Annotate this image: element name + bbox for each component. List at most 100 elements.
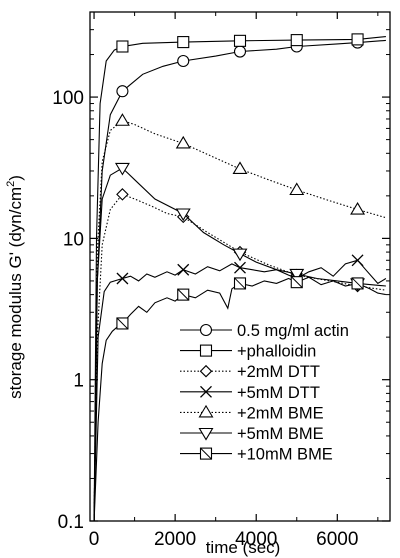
legend-entry: +5mM DTT	[180, 384, 320, 402]
data-point	[233, 277, 247, 290]
data-point	[289, 182, 305, 196]
marker-triangle	[289, 182, 305, 196]
y-axis-label-main: storage modulus G' (dyn/cm	[6, 187, 25, 399]
y-tick-label: 10	[63, 229, 84, 250]
legend: 0.5 mg/ml actin +phalloidin +2mM DTT +5mM D…	[180, 322, 349, 464]
data-point	[289, 268, 305, 282]
series-line	[93, 259, 387, 522]
marker-triangle-down	[175, 208, 191, 222]
data-point	[116, 85, 129, 98]
legend-marker	[199, 364, 213, 378]
series-5	[93, 113, 387, 522]
marker-x-stroke	[116, 272, 129, 285]
legend-entry: +5mM BME	[180, 425, 324, 443]
data-point	[116, 40, 129, 53]
marker-triangle	[114, 113, 130, 126]
legend-label: +phalloidin	[237, 343, 316, 361]
y-axis-label: storage modulus G' (dyn/cm2)	[5, 175, 25, 399]
marker-square-x-stroke	[290, 276, 303, 289]
marker-square-x-stroke	[234, 277, 246, 290]
plot-area-frame	[89, 11, 391, 522]
legend-entry: +10mM BME	[180, 446, 333, 464]
marker-square-x-stroke	[177, 288, 190, 301]
legend-label: +5mM DTT	[237, 384, 320, 402]
marker-square-x-stroke	[200, 447, 212, 460]
marker-x-stroke	[234, 261, 246, 274]
marker-square	[233, 34, 247, 47]
x-tick-label: 4000	[235, 529, 277, 550]
data-point	[234, 261, 246, 274]
marker-square-x-stroke	[116, 317, 129, 330]
marker-triangle-down	[232, 248, 248, 262]
marker-circle	[116, 85, 129, 98]
y-tick-label: 0.1	[58, 512, 84, 533]
y-axis-label-sup: 2	[5, 181, 17, 187]
marker-triangle	[232, 161, 248, 175]
marker-circle	[233, 45, 247, 58]
marker-square-x-stroke	[351, 277, 364, 290]
series-line	[93, 193, 386, 522]
marker-circle	[177, 54, 190, 68]
marker-triangle-down	[289, 268, 305, 282]
legend-label: 0.5 mg/ml actin	[237, 322, 349, 340]
legend-entry: +2mM DTT	[180, 363, 320, 381]
marker-triangle-down	[114, 162, 130, 176]
x-tick-label: 0	[89, 529, 100, 550]
axes: 0 2000 4000 6000 0.1 1 10 100	[52, 11, 391, 550]
legend-marker	[198, 404, 214, 418]
marker-x-stroke	[351, 254, 364, 267]
data-point	[351, 277, 364, 290]
marker-x-stroke	[177, 263, 190, 276]
x-tick-label: 2000	[154, 529, 196, 550]
data-point	[351, 254, 364, 267]
legend-label: +10mM BME	[237, 446, 333, 464]
data-point	[233, 34, 247, 47]
marker-triangle	[175, 135, 191, 149]
series-line	[93, 167, 386, 522]
legend-marker	[198, 427, 214, 441]
x-axis-label: time (sec)	[206, 538, 281, 557]
marker-triangle	[350, 201, 366, 215]
legend-marker	[199, 323, 213, 337]
marker-square	[177, 36, 190, 49]
data-point	[232, 248, 248, 262]
legend-entry: 0.5 mg/ml actin	[180, 322, 349, 340]
data-point	[351, 33, 364, 46]
legend-label: +5mM BME	[237, 425, 324, 443]
y-tick-label: 1	[73, 371, 84, 392]
data-point	[290, 34, 303, 47]
legend-label: +2mM DTT	[237, 363, 320, 381]
marker-circle	[199, 323, 213, 337]
data-point	[177, 288, 190, 301]
data-point	[116, 272, 129, 285]
y-tick-label: 100	[52, 88, 84, 109]
marker-triangle-down	[198, 427, 214, 441]
series-2	[93, 33, 386, 522]
data-point	[177, 36, 190, 49]
legend-entry: +phalloidin	[180, 343, 316, 361]
series-7	[93, 276, 387, 522]
data-point	[175, 135, 191, 149]
data-point	[116, 188, 129, 201]
data-point	[232, 161, 248, 175]
marker-diamond	[116, 188, 129, 201]
legend-label: +2mM BME	[237, 404, 324, 422]
marker-triangle	[198, 404, 214, 418]
data-point	[175, 208, 191, 222]
y-axis-label-end: )	[6, 175, 25, 181]
marker-square	[351, 33, 364, 46]
x-tick-label: 6000	[316, 529, 358, 550]
data-point	[116, 317, 129, 330]
data-point	[177, 263, 190, 276]
legend-marker	[200, 385, 212, 398]
data-point	[290, 276, 303, 289]
marker-x-stroke	[200, 385, 212, 398]
marker-square	[116, 40, 129, 53]
data-point	[114, 162, 130, 176]
data-point	[177, 54, 190, 68]
data-point	[114, 113, 130, 126]
marker-square	[199, 344, 213, 357]
data-point	[233, 45, 247, 58]
series-line	[93, 36, 386, 522]
